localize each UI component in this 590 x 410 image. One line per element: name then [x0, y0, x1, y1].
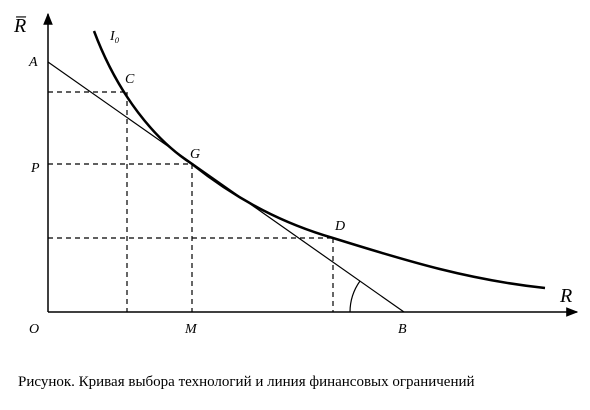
label-m: M: [184, 322, 198, 337]
label-p: P: [30, 161, 40, 176]
angle-arc: [349, 280, 361, 313]
label-b: B: [398, 322, 407, 337]
figure-caption: Рисунок. Кривая выбора технологий и лини…: [18, 374, 475, 390]
label-c: C: [125, 72, 135, 87]
y-axis-label: R̅: [13, 15, 27, 37]
label-origin: O: [29, 322, 39, 337]
technology-curve: [92, 30, 546, 290]
label-d: D: [334, 219, 345, 234]
curve-label: I₀: [109, 29, 120, 44]
label-g: G: [190, 147, 200, 162]
label-a: A: [28, 55, 38, 70]
guide-lines: [48, 91, 334, 312]
x-axis-label: R: [559, 285, 572, 307]
